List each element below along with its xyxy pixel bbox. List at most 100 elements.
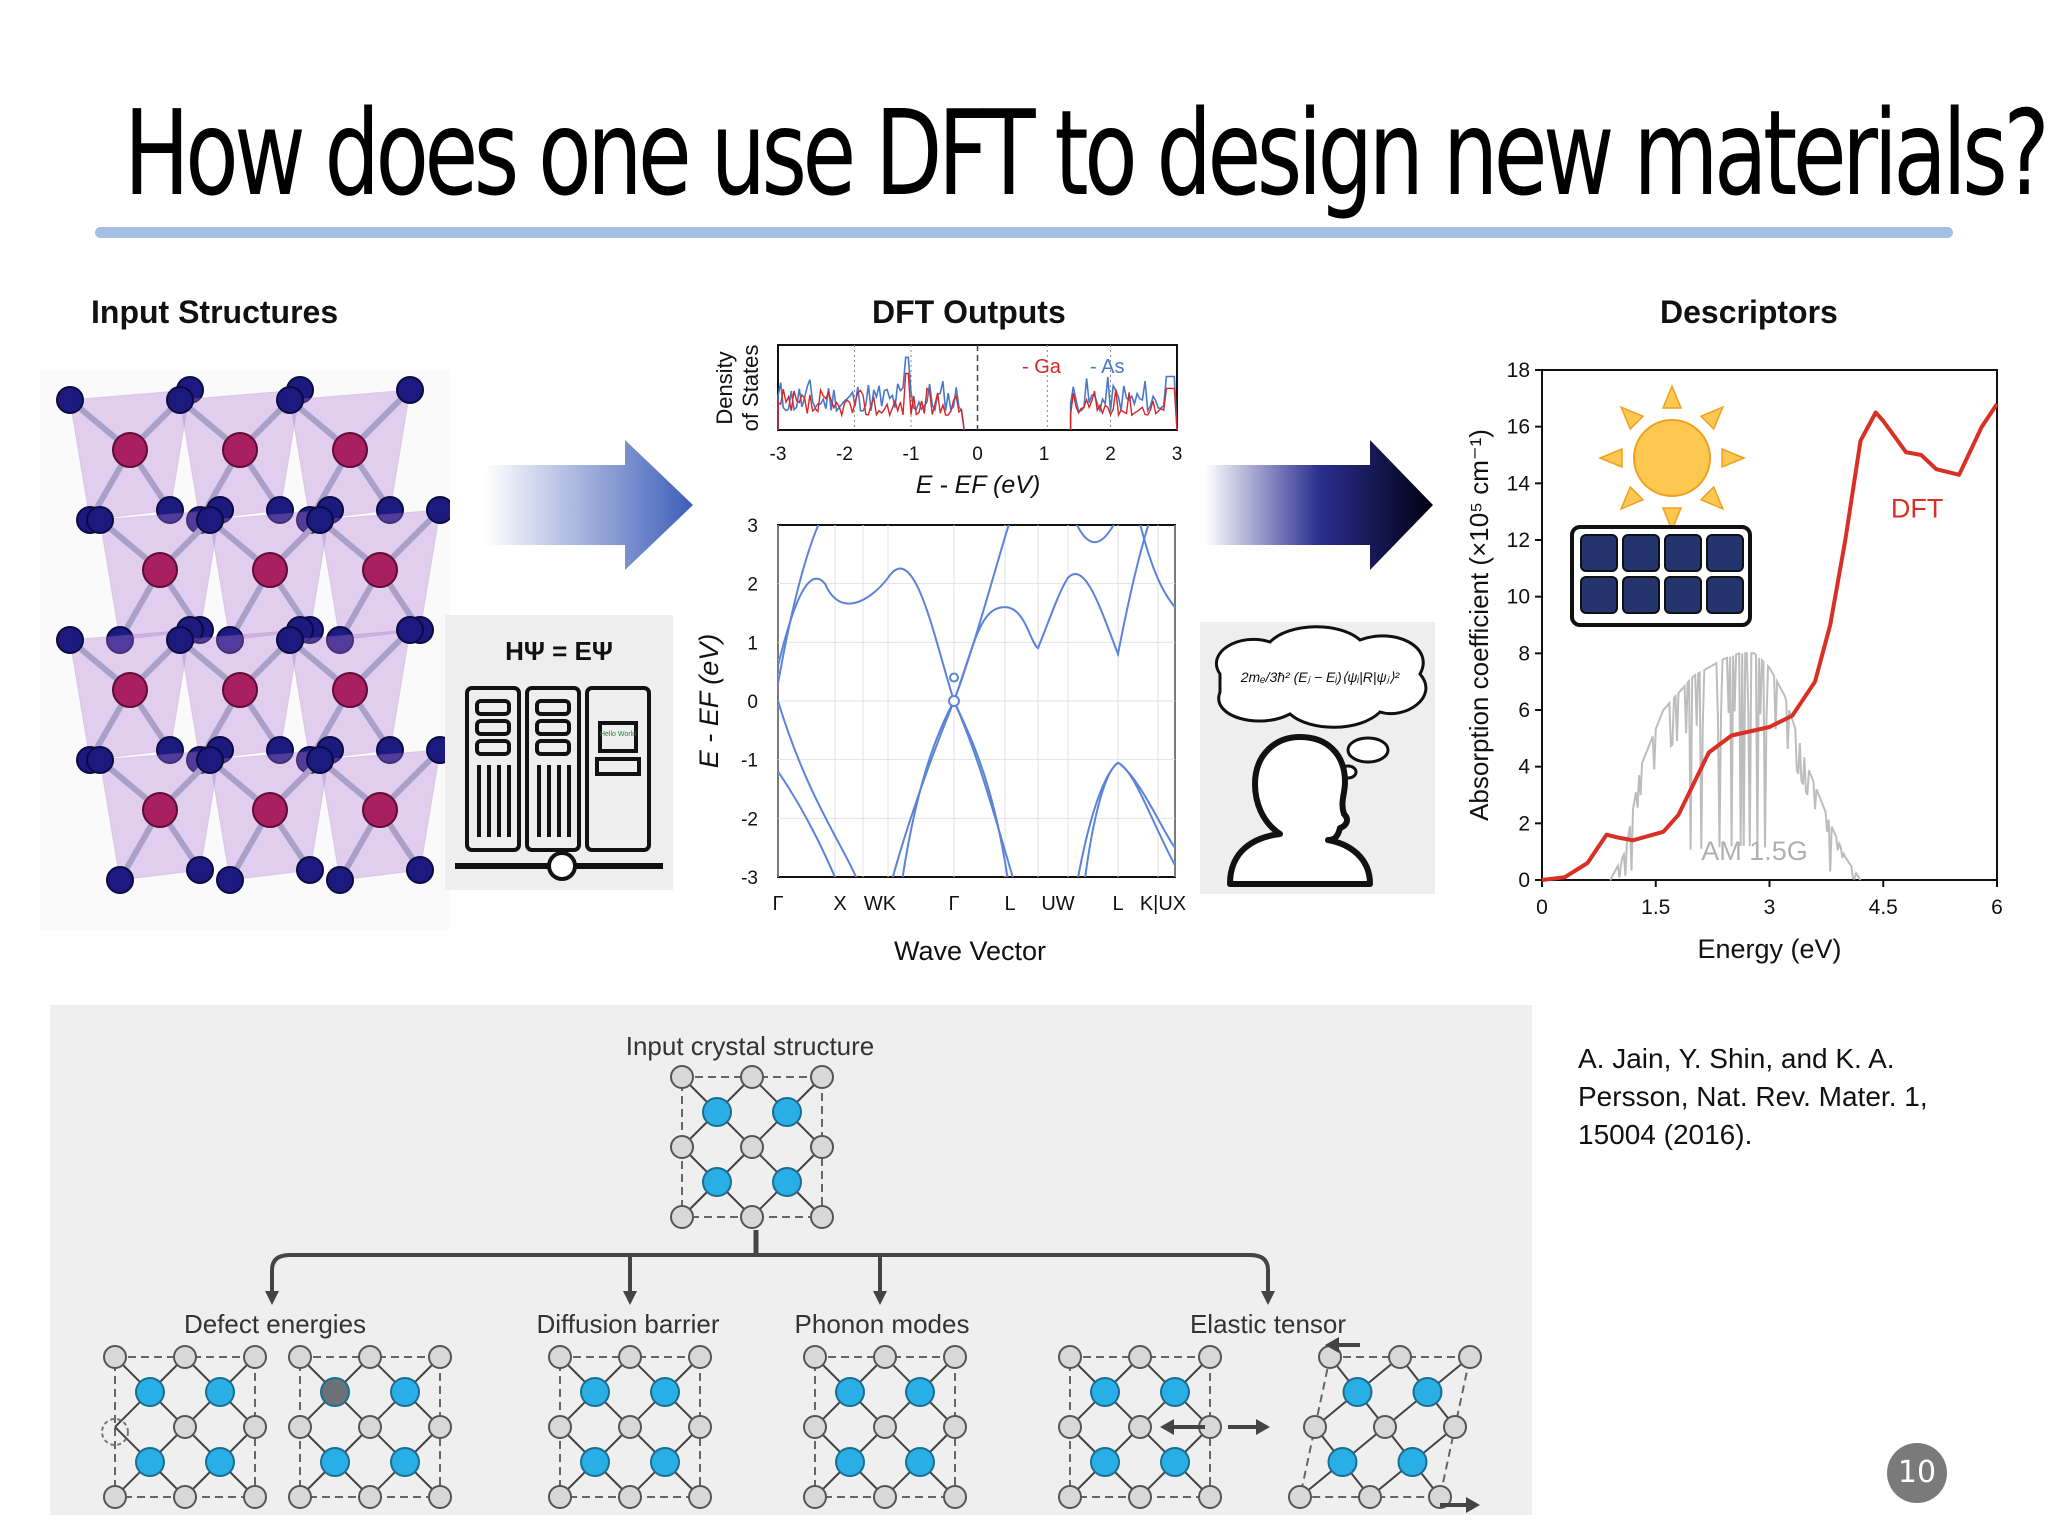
abs-y-tick: 8 <box>1518 642 1530 665</box>
dft-outputs-header: DFT Outputs <box>872 294 1066 330</box>
anion-atom <box>166 626 194 654</box>
crystal-lattice <box>288 1345 452 1509</box>
branch-label: Defect energies <box>184 1309 366 1339</box>
anion-atom <box>326 866 354 894</box>
band-y-tick: 2 <box>747 575 758 596</box>
dos-x-tick: 3 <box>1172 444 1183 465</box>
legend-as: - As <box>1090 356 1124 378</box>
anion-atom <box>266 496 294 524</box>
legend-ga: - Ga <box>1022 356 1062 378</box>
abs-y-tick: 2 <box>1518 812 1530 835</box>
anion-atom <box>376 736 404 764</box>
computation-panel: HΨ = EΨ Hello World <box>445 615 673 890</box>
tree-arrowhead <box>265 1291 279 1305</box>
band-line <box>778 567 955 702</box>
diagram-background <box>50 1005 1532 1515</box>
sun-icon <box>1598 384 1746 532</box>
cation-atom <box>332 432 368 468</box>
anion-atom <box>216 626 244 654</box>
band-y-tick: -3 <box>741 868 758 889</box>
band-line <box>953 525 1150 702</box>
anion-atom <box>306 506 334 534</box>
shear-arrowhead <box>1466 1497 1480 1513</box>
page-number: 10 <box>1887 1443 1947 1503</box>
anion-atom <box>106 626 134 654</box>
abs-y-label: Absorption coefficient (×10⁵ cm⁻¹) <box>1464 429 1494 821</box>
band-k-label: UW <box>1041 893 1074 915</box>
band-k-label: Γ <box>948 893 959 915</box>
band-cbm-point <box>949 672 959 683</box>
band-k-label: X <box>833 893 846 915</box>
cation-atom <box>332 672 368 708</box>
arrow-right-icon <box>485 440 693 570</box>
crystal-lattice <box>803 1345 967 1509</box>
anion-atom <box>426 736 450 764</box>
branch-label: Diffusion barrier <box>536 1309 719 1339</box>
anion-atom <box>276 626 304 654</box>
supercomputer-icon: HΨ = EΨ Hello World <box>455 636 663 881</box>
thinking-panel: 2mₑ/3ħ² (Eⱼ − Eᵢ)⟨ψᵢ|R|ψⱼ⟩² <box>1200 622 1435 894</box>
band-k-label: L <box>1112 893 1123 915</box>
band-y-tick: -2 <box>741 809 758 830</box>
anion-atom <box>86 746 114 774</box>
crystal-structure-image <box>40 370 450 930</box>
band-line <box>901 700 955 877</box>
anion-atom <box>56 626 84 654</box>
band-line <box>778 700 858 877</box>
cation-atom <box>142 792 178 828</box>
cation-atom <box>252 792 288 828</box>
band-y-tick: -1 <box>741 751 758 772</box>
anion-atom <box>296 856 324 884</box>
am15g-series-label: AM 1.5G <box>1701 836 1808 866</box>
band-line <box>953 700 1014 877</box>
dft-series-label: DFT <box>1891 493 1943 523</box>
crystal-lattice <box>670 1065 834 1229</box>
tree-branch-line <box>270 1253 1270 1295</box>
cation-atom <box>252 552 288 588</box>
dos-x-tick: -1 <box>903 444 920 465</box>
abs-x-label: Energy (eV) <box>1697 934 1841 964</box>
title-underline <box>95 227 1953 238</box>
branch-label: Phonon modes <box>795 1309 970 1339</box>
band-line <box>778 525 820 684</box>
crystal-lattice <box>1058 1345 1222 1509</box>
slide-title: How does one use DFT to design new mater… <box>124 84 2048 222</box>
tree-arrowhead <box>873 1291 887 1305</box>
arrow-right-dark-icon <box>1205 440 1433 570</box>
band-line <box>1076 525 1115 543</box>
band-line <box>778 770 837 877</box>
band-k-label: L <box>1004 893 1015 915</box>
crystal-lattice <box>1288 1345 1482 1509</box>
cation-atom <box>222 432 258 468</box>
band-y-tick: 3 <box>747 516 758 537</box>
dos-ga-series <box>777 372 1178 431</box>
band-y-label: E - EF (eV) <box>694 634 724 769</box>
dos-y-label: Density <box>712 351 737 424</box>
band-structure-chart: 3 2 1 0 -1 -2 -3 Γ X WK Γ L UW L K|UX Wave Vector E - EF… <box>694 516 1186 966</box>
abs-x-tick: 3 <box>1764 896 1776 919</box>
dos-x-tick: 2 <box>1105 444 1116 465</box>
band-y-tick: 0 <box>747 692 758 713</box>
branch-label: Elastic tensor <box>1190 1309 1346 1339</box>
shear-arrowhead <box>1325 1337 1339 1353</box>
band-line <box>1084 761 1119 877</box>
band-lines <box>778 525 1175 877</box>
thought-formula: 2mₑ/3ħ² (Eⱼ − Eᵢ)⟨ψᵢ|R|ψⱼ⟩² <box>1240 669 1401 685</box>
dos-x-tick: 0 <box>972 444 983 465</box>
anion-atom <box>106 866 134 894</box>
input-structures-header: Input Structures <box>91 294 339 330</box>
anion-atom <box>396 616 424 644</box>
anion-atom <box>396 376 424 404</box>
abs-y-tick: 0 <box>1518 869 1530 892</box>
strain-arrowhead <box>1256 1419 1270 1435</box>
anion-atom <box>266 736 294 764</box>
anion-atom <box>426 496 450 524</box>
anion-atom <box>306 746 334 774</box>
crystal-lattice <box>548 1345 712 1509</box>
abs-y-tick: 16 <box>1507 416 1530 439</box>
cation-atom <box>142 552 178 588</box>
dos-x-tick: 1 <box>1039 444 1050 465</box>
cation-atom <box>222 672 258 708</box>
strain-arrowhead <box>1160 1419 1174 1435</box>
band-k-label: WK <box>864 893 897 915</box>
